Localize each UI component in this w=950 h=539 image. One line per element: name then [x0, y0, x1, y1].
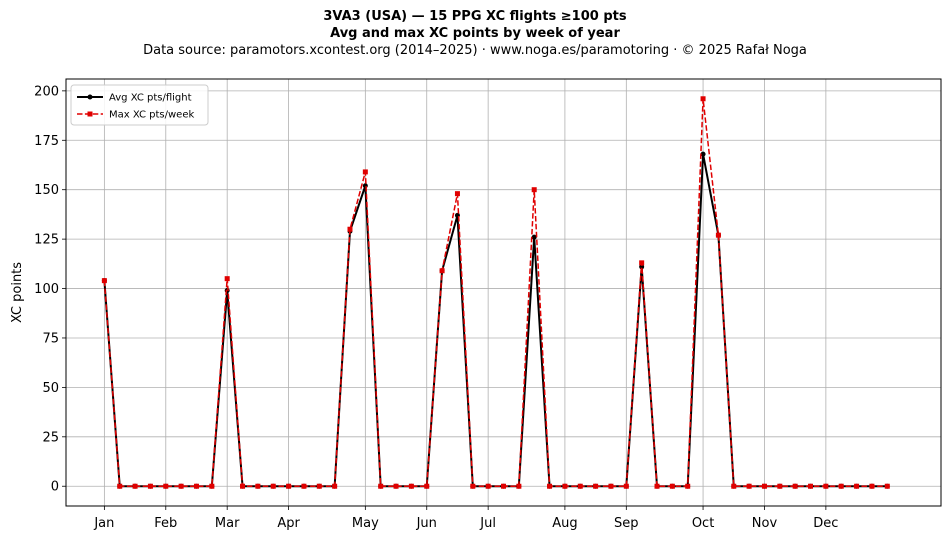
data-point [501, 483, 506, 489]
data-point [746, 483, 752, 489]
data-point [715, 232, 721, 238]
x-tick-label: Dec [813, 516, 838, 531]
data-point [178, 483, 184, 489]
x-tick-label: Jul [479, 516, 496, 531]
data-point [332, 483, 338, 489]
x-tick-label: Apr [277, 516, 300, 531]
data-point [761, 483, 767, 489]
data-point [470, 483, 476, 489]
x-tick-label: Jan [93, 516, 114, 531]
data-point [577, 483, 583, 489]
data-point [869, 483, 875, 489]
data-point [700, 96, 706, 102]
legend-label: Avg XC pts/flight [109, 93, 192, 104]
data-point [240, 483, 246, 489]
data-point [669, 483, 675, 489]
data-point [639, 260, 645, 266]
data-point [531, 187, 537, 193]
legend: Avg XC pts/flight Max XC pts/week [70, 84, 209, 126]
data-point [654, 483, 660, 489]
data-point [777, 483, 783, 489]
data-point [316, 483, 322, 489]
x-tick-label: Aug [552, 516, 577, 531]
data-point [608, 483, 614, 489]
data-point [347, 226, 353, 232]
chart-title-line-2: Avg and max XC points by week of year [330, 26, 620, 41]
data-point [117, 483, 123, 489]
data-point [854, 483, 860, 489]
series-2 [101, 96, 890, 489]
data-point [393, 483, 399, 489]
y-tick-label: 75 [42, 331, 59, 346]
data-point [163, 483, 169, 489]
x-tick-label: Sep [614, 516, 639, 531]
x-tick-label: Jun [416, 516, 437, 531]
data-point [593, 483, 599, 489]
data-point [884, 483, 890, 489]
x-tick-label: Oct [692, 516, 714, 531]
legend-box [70, 84, 209, 126]
data-point [700, 151, 706, 157]
data-point [408, 483, 414, 489]
axes: 0 25 50 75 100 125 150 175 200 Jan Feb Mar Apr May Jun… [34, 84, 838, 531]
data-point [101, 278, 107, 284]
data-point [193, 483, 199, 489]
series-line [103, 98, 888, 487]
y-tick-label: 175 [34, 134, 59, 149]
data-point [547, 483, 553, 489]
grid [66, 79, 941, 506]
data-point [362, 169, 368, 175]
data-point [623, 483, 629, 489]
data-point [792, 483, 798, 489]
data-point [362, 183, 368, 189]
chart-subtitle: Data source: paramotors.xcontest.org (20… [143, 43, 807, 58]
data-point [516, 483, 522, 489]
legend-marker [87, 94, 93, 100]
data-point [639, 264, 645, 270]
data-point [731, 483, 737, 489]
data-point [439, 268, 445, 274]
data-point [454, 191, 460, 197]
legend-label: Max XC pts/week [109, 110, 194, 121]
x-tick-label: May [352, 516, 379, 531]
data-point [286, 483, 292, 489]
chart-title-line-1: 3VA3 (USA) — 15 PPG XC flights ≥100 pts [323, 9, 627, 24]
plot-frame [65, 78, 942, 507]
y-tick-label: 25 [42, 430, 59, 445]
x-tick-label: Feb [154, 516, 177, 531]
data-point [224, 276, 230, 282]
data-point [255, 483, 261, 489]
data-point [424, 483, 430, 489]
y-tick-label: 150 [34, 183, 59, 198]
data-point [132, 483, 138, 489]
y-axis-label: XC points [10, 262, 25, 323]
data-point [270, 483, 276, 489]
data-point [378, 483, 384, 489]
data-point [685, 483, 691, 489]
y-tick-label: 0 [51, 480, 59, 495]
data-point [301, 483, 307, 489]
x-tick-label: Nov [752, 516, 778, 531]
data-point [485, 483, 491, 489]
y-tick-label: 100 [34, 282, 59, 297]
x-tick-label: Mar [215, 516, 240, 531]
y-tick-label: 50 [42, 381, 59, 396]
data-point [147, 483, 153, 489]
data-point [823, 483, 829, 489]
data-point [209, 483, 215, 489]
data-point [808, 483, 814, 489]
series-group [101, 96, 890, 489]
y-tick-label: 125 [34, 233, 59, 248]
legend-marker [87, 111, 93, 117]
series-1 [101, 151, 890, 489]
data-point [562, 483, 568, 489]
data-point [531, 234, 537, 240]
data-point [838, 483, 844, 489]
y-tick-label: 200 [34, 84, 59, 99]
